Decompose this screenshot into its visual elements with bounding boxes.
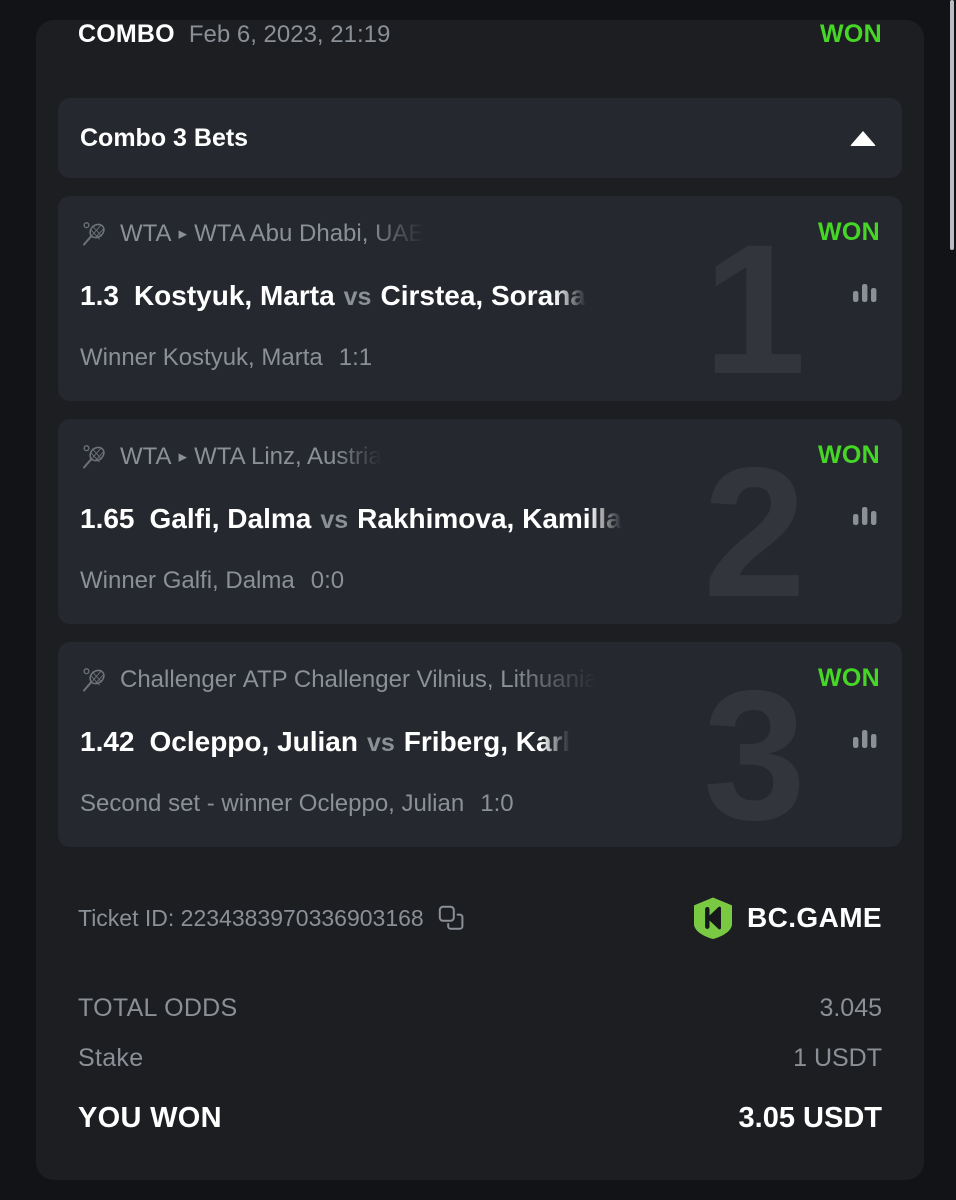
team-away: Cirstea, Sorana bbox=[380, 280, 586, 311]
ticket-id-row: Ticket ID: 2234383970336903168 BC.GAME bbox=[58, 895, 902, 941]
bet-row[interactable]: 2 WTA ▸ WTA Linz, Austria WON 1.65 Galfi, … bbox=[58, 419, 902, 624]
bet-score: 1:1 bbox=[338, 344, 373, 371]
vs-separator: vs bbox=[320, 506, 349, 534]
bet-odds: 1.42 bbox=[80, 726, 135, 757]
combo-summary-row[interactable]: Combo 3 Bets bbox=[58, 98, 902, 178]
stake-value: 1 USDT bbox=[793, 1043, 882, 1072]
bet-market: Winner Galfi, Dalma bbox=[80, 567, 295, 594]
bet-league-text: WTA ▸ WTA Abu Dhabi, UAE bbox=[120, 220, 424, 248]
page-scrollbar[interactable] bbox=[950, 0, 956, 1200]
brand-name: BC.GAME bbox=[746, 902, 882, 933]
bet-teams: Kostyuk, Marta vs Cirstea, Sorana bbox=[134, 280, 586, 312]
bet-league-name: WTA Linz, Austria bbox=[194, 443, 382, 470]
bc-game-logo-icon bbox=[693, 897, 732, 939]
bet-type-label: COMBO bbox=[78, 20, 175, 48]
combo-summary-title: Combo 3 Bets bbox=[80, 123, 249, 152]
bet-score: 1:0 bbox=[480, 790, 514, 817]
bet-league-name: ATP Challenger Vilnius, Lithuania bbox=[242, 666, 598, 693]
ticket-status-badge: WON bbox=[820, 20, 882, 48]
breadcrumb-separator-icon: ▸ bbox=[178, 224, 188, 243]
total-odds-label: TOTAL ODDS bbox=[78, 993, 238, 1022]
bet-ticket-card: COMBO Feb 6, 2023, 21:19 WON Combo 3 Bet… bbox=[36, 20, 924, 1180]
scrollbar-thumb[interactable] bbox=[950, 0, 954, 250]
triangle-up-icon bbox=[850, 130, 876, 146]
bet-status-badge: WON bbox=[818, 441, 880, 469]
totals-section: TOTAL ODDS 3.045 Stake 1 USDT YOU WON 3.… bbox=[58, 983, 902, 1143]
payout-line: YOU WON 3.05 USDT bbox=[78, 1093, 882, 1143]
bet-market: Second set - winner Ocleppo, Julian bbox=[80, 790, 465, 817]
total-odds-line: TOTAL ODDS 3.045 bbox=[78, 983, 882, 1033]
bet-odds: 1.65 bbox=[80, 503, 135, 534]
bet-category: Challenger bbox=[120, 666, 237, 693]
bar-chart-icon[interactable] bbox=[850, 501, 880, 531]
bet-category: WTA bbox=[120, 443, 172, 470]
team-home: Kostyuk, Marta bbox=[133, 280, 335, 311]
bet-row[interactable]: 3 Challenger ATP Challenger Vilnius, Lit… bbox=[58, 642, 902, 847]
tennis-racket-icon bbox=[83, 668, 105, 692]
stake-line: Stake 1 USDT bbox=[78, 1033, 882, 1083]
bar-chart-icon[interactable] bbox=[850, 724, 880, 754]
bet-teams: Ocleppo, Julian vs Friberg, Karl bbox=[150, 726, 571, 758]
bet-match-line: 1.3 Kostyuk, Marta vs Cirstea, Sorana bbox=[80, 276, 880, 316]
tennis-racket-icon bbox=[83, 445, 105, 469]
bet-league-text: WTA ▸ WTA Linz, Austria bbox=[120, 443, 382, 471]
copy-icon[interactable] bbox=[438, 905, 464, 931]
bet-status-badge: WON bbox=[818, 218, 880, 246]
ticket-id-text: Ticket ID: 2234383970336903168 bbox=[78, 904, 424, 931]
bet-odds: 1.3 bbox=[80, 280, 119, 311]
team-away: Rakhimova, Kamilla bbox=[357, 503, 622, 534]
bet-status-badge: WON bbox=[818, 664, 880, 692]
payout-label: YOU WON bbox=[78, 1101, 222, 1134]
vs-separator: vs bbox=[366, 729, 395, 757]
stake-label: Stake bbox=[78, 1043, 144, 1072]
tennis-racket-icon bbox=[83, 222, 105, 246]
team-away: Friberg, Karl bbox=[403, 726, 571, 757]
team-home: Ocleppo, Julian bbox=[149, 726, 358, 757]
bet-market-line: Winner Kostyuk, Marta 1:1 bbox=[80, 342, 880, 374]
breadcrumb-separator-icon: ▸ bbox=[178, 447, 188, 466]
bet-match-line: 1.42 Ocleppo, Julian vs Friberg, Karl bbox=[80, 722, 880, 762]
bet-score: 0:0 bbox=[310, 567, 345, 594]
bet-category: WTA bbox=[120, 220, 172, 247]
bet-match-line: 1.65 Galfi, Dalma vs Rakhimova, Kamilla bbox=[80, 499, 880, 539]
bet-league-name: WTA Abu Dhabi, UAE bbox=[194, 220, 425, 247]
bet-market-line: Second set - winner Ocleppo, Julian 1:0 bbox=[80, 788, 880, 820]
brand-logo: BC.GAME bbox=[691, 896, 882, 940]
bet-league-text: Challenger ATP Challenger Vilnius, Lithu… bbox=[120, 666, 598, 694]
bet-league-line: Challenger ATP Challenger Vilnius, Lithu… bbox=[80, 664, 880, 696]
bet-teams: Galfi, Dalma vs Rakhimova, Kamilla bbox=[150, 503, 622, 535]
collapse-toggle-button[interactable] bbox=[846, 121, 880, 155]
bar-chart-icon[interactable] bbox=[850, 278, 880, 308]
bet-league-line: WTA ▸ WTA Abu Dhabi, UAE WON bbox=[80, 218, 880, 250]
bet-league-line: WTA ▸ WTA Linz, Austria WON bbox=[80, 441, 880, 473]
ticket-header: COMBO Feb 6, 2023, 21:19 WON bbox=[58, 20, 902, 98]
total-odds-value: 3.045 bbox=[819, 993, 882, 1022]
vs-separator: vs bbox=[343, 283, 372, 311]
bet-datetime: Feb 6, 2023, 21:19 bbox=[188, 21, 391, 48]
payout-value: 3.05 USDT bbox=[738, 1101, 882, 1134]
bet-market-line: Winner Galfi, Dalma 0:0 bbox=[80, 565, 880, 597]
bet-market: Winner Kostyuk, Marta bbox=[80, 344, 323, 371]
bet-row[interactable]: 1 WTA ▸ WTA Abu Dhabi, UAE WON 1.3 Kostyuk… bbox=[58, 196, 902, 401]
team-home: Galfi, Dalma bbox=[149, 503, 312, 534]
